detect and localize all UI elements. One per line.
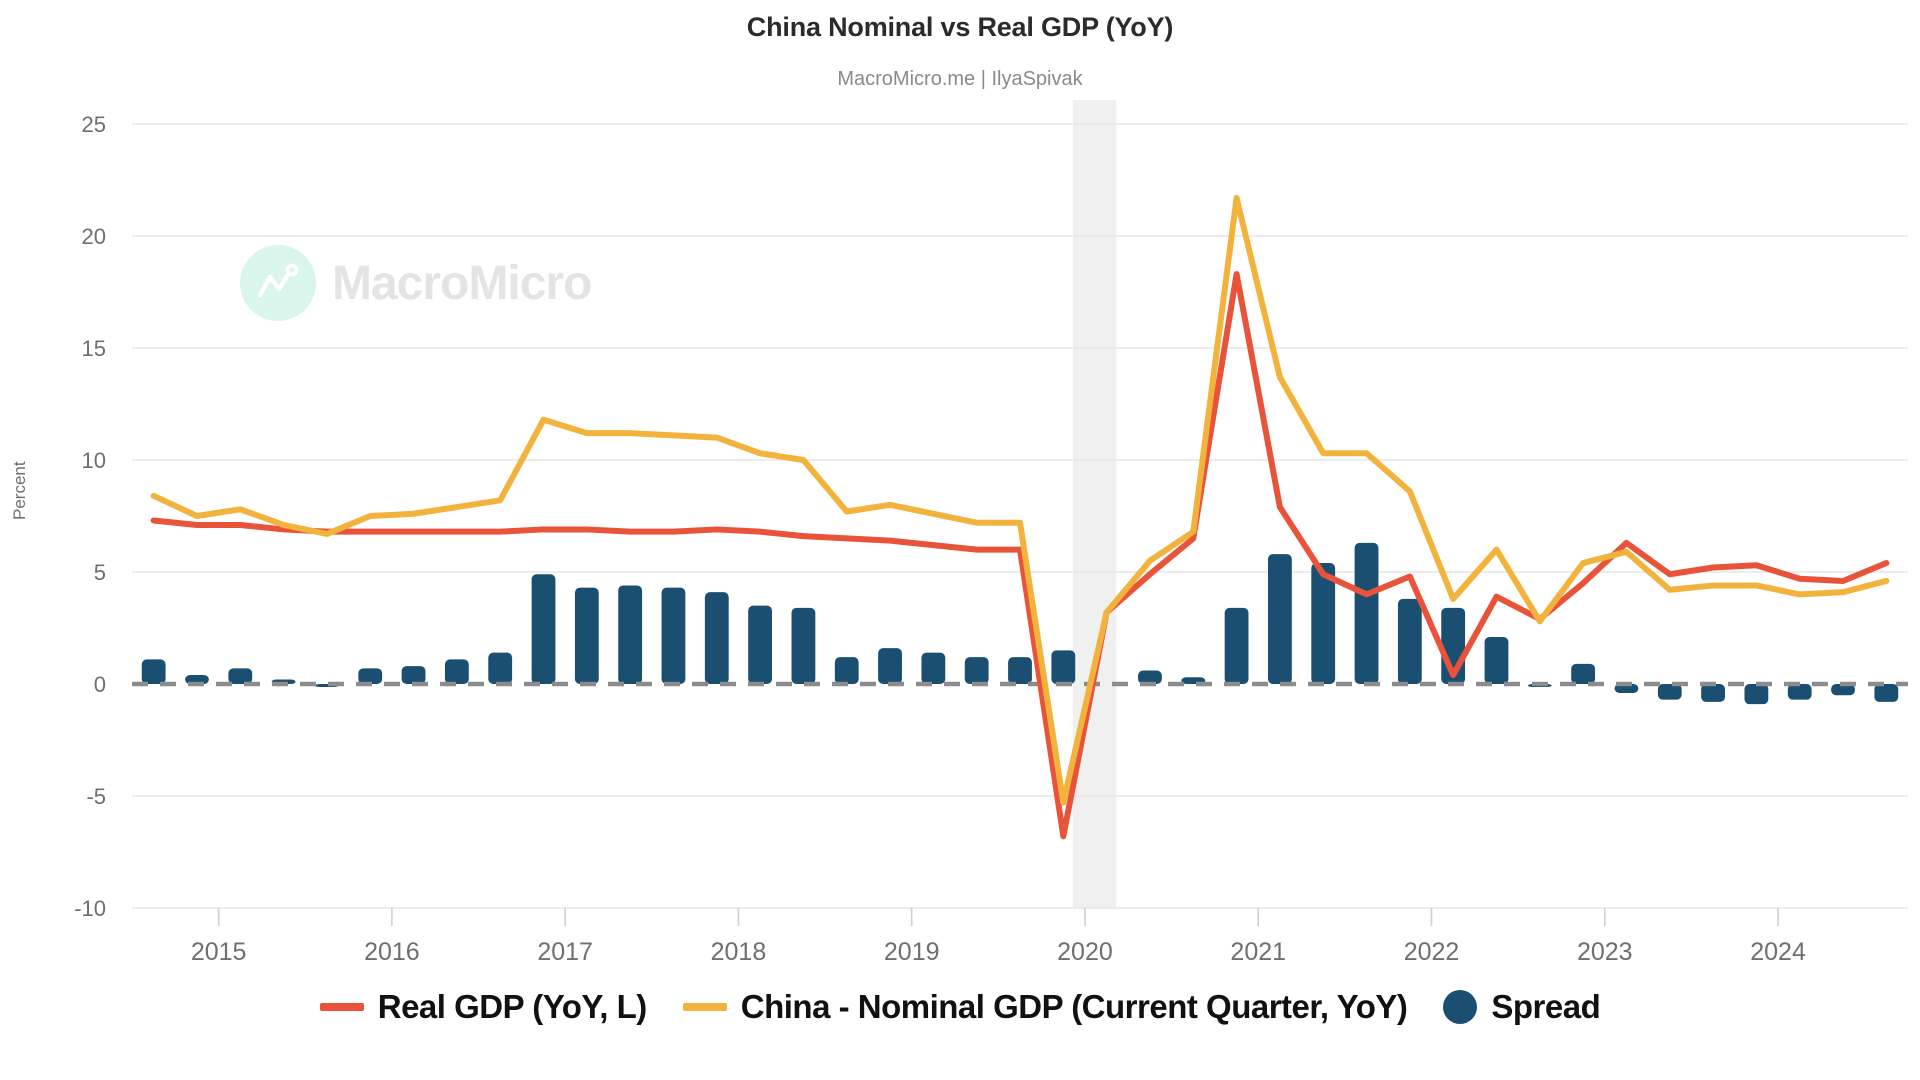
svg-text:2020: 2020: [1057, 938, 1113, 966]
svg-text:2019: 2019: [884, 938, 940, 966]
legend-item-spread[interactable]: Spread: [1443, 988, 1601, 1026]
svg-text:2016: 2016: [364, 938, 420, 966]
spread-bar: [618, 585, 643, 684]
legend-item-real-gdp[interactable]: Real GDP (YoY, L): [319, 988, 648, 1026]
spread-bar: [1701, 684, 1725, 702]
spread-bar: [1874, 684, 1899, 702]
spread-bar: [1571, 663, 1596, 684]
legend-label-spread: Spread: [1491, 988, 1601, 1025]
legend-label-real-gdp: Real GDP (YoY, L): [377, 988, 648, 1025]
spread-bar: [964, 657, 989, 684]
spread-bar: [1138, 670, 1162, 684]
svg-text:2021: 2021: [1230, 938, 1286, 966]
chart-legend: Real GDP (YoY, L) China - Nominal GDP (C…: [0, 988, 1920, 1026]
svg-text:15: 15: [82, 336, 106, 361]
spread-bar: [921, 652, 946, 684]
spread-bar: [444, 659, 469, 684]
svg-text:-10: -10: [74, 896, 106, 921]
series-line: [150, 271, 1890, 840]
svg-text:20: 20: [82, 224, 106, 249]
legend-dot-icon-spread: [1443, 990, 1478, 1024]
spread-bar: [141, 659, 166, 684]
spread-bar: [791, 607, 816, 684]
spread-bar: [748, 605, 773, 684]
spread-bar: [834, 657, 859, 684]
spread-bar: [401, 666, 426, 684]
svg-text:-5: -5: [86, 784, 106, 809]
svg-text:2023: 2023: [1577, 938, 1633, 966]
spread-bar: [1657, 684, 1682, 700]
svg-text:2018: 2018: [711, 938, 767, 966]
spread-bar: [1008, 657, 1032, 684]
legend-label-nominal-gdp: China - Nominal GDP (Current Quarter, Yo…: [740, 988, 1408, 1025]
spread-bar: [574, 587, 599, 684]
svg-text:10: 10: [82, 448, 106, 473]
spread-bar: [488, 652, 513, 684]
spread-bar: [1267, 554, 1292, 684]
legend-line-icon-nominal-gdp: [682, 1003, 727, 1011]
spread-bar: [1831, 684, 1855, 696]
page-title: China Nominal vs Real GDP (YoY): [746, 12, 1174, 42]
chart-subtitle: MacroMicro.me | IlyaSpivak: [837, 68, 1083, 90]
svg-text:25: 25: [82, 112, 106, 137]
spread-bar: [1224, 607, 1249, 684]
legend-item-nominal-gdp[interactable]: China - Nominal GDP (Current Quarter, Yo…: [682, 988, 1408, 1026]
svg-text:0: 0: [94, 672, 106, 697]
svg-text:2022: 2022: [1404, 938, 1460, 966]
svg-text:2015: 2015: [191, 938, 247, 966]
spread-bar: [1397, 598, 1422, 684]
series-line: [150, 194, 1890, 806]
spread-bar: [704, 592, 729, 684]
spread-bar: [358, 668, 383, 684]
spread-bar: [1744, 684, 1769, 705]
spread-bar: [661, 587, 686, 684]
legend-line-icon-real-gdp: [319, 1003, 364, 1011]
svg-text:2017: 2017: [537, 938, 593, 966]
spread-bar: [1484, 636, 1509, 684]
spread-bar: [531, 574, 556, 684]
svg-text:5: 5: [94, 560, 106, 585]
spread-bar: [1311, 563, 1336, 684]
spread-bar: [878, 648, 902, 684]
svg-text:2024: 2024: [1750, 938, 1806, 966]
spread-bar: [1354, 542, 1379, 684]
spread-bar: [1051, 650, 1076, 684]
spread-bar: [1787, 684, 1812, 700]
spread-bar: [228, 668, 253, 684]
